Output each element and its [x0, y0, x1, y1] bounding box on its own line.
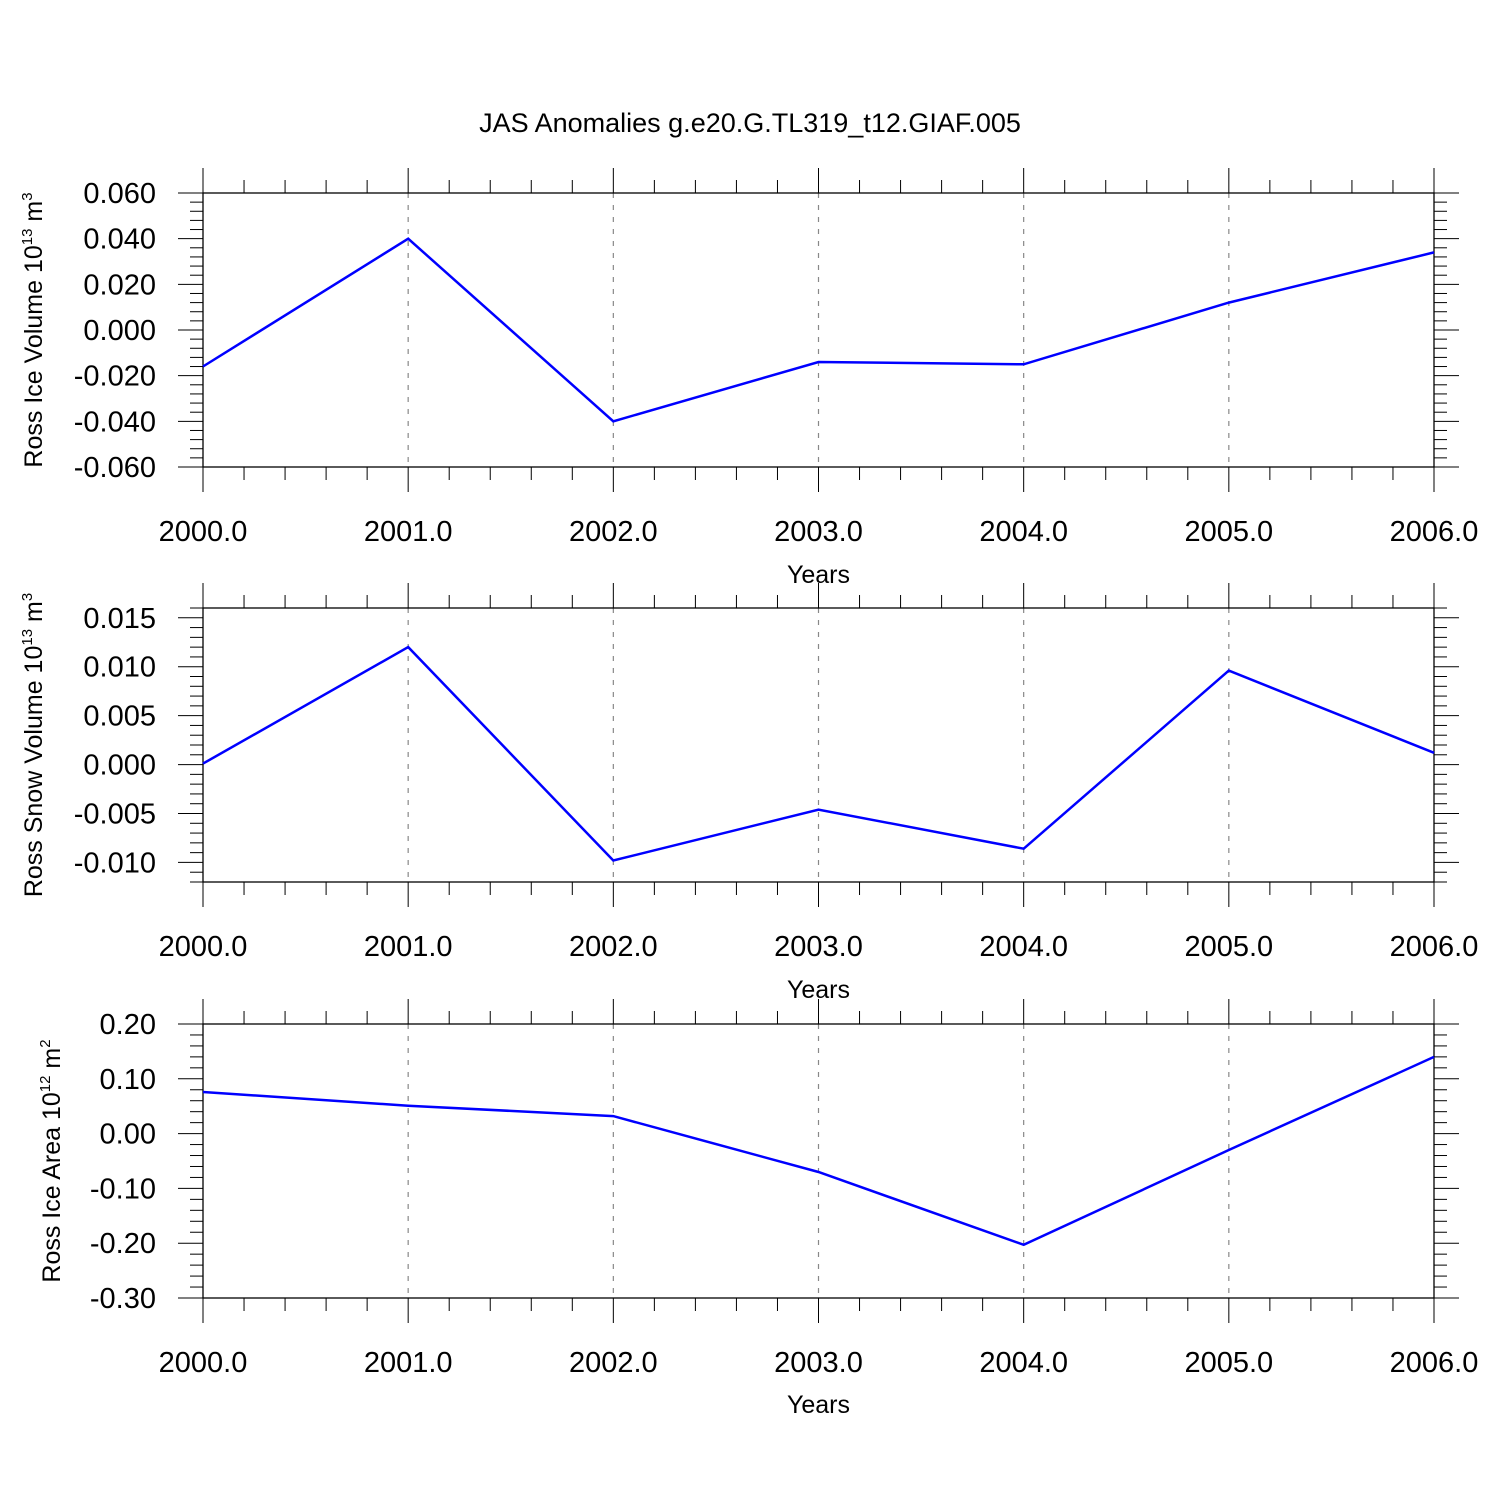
panel-2-y-tick-label: 0.005	[83, 701, 156, 733]
panel-2-y-tick-label: 0.015	[83, 603, 156, 635]
panel-1-x-tick-label: 2006.0	[1390, 516, 1479, 548]
panel-3-x-tick-label: 2002.0	[569, 1347, 658, 1379]
panel-3-x-tick-label: 2001.0	[364, 1347, 453, 1379]
y-axis-label-part: Ross Snow Volume 10	[20, 646, 48, 898]
panel-3-y-tick-label: 0.20	[100, 1009, 156, 1041]
panel-2: 0.015 0.010 0.005 0.000 -0.005 -0.010 2000.0 20…	[19, 583, 1478, 1004]
panel-2-y-tick-label: -0.010	[74, 847, 156, 879]
y-axis-label-part: m	[38, 1048, 66, 1076]
panel-1-y-tick-label: 0.060	[83, 178, 156, 210]
panel-3-x-tick-label: 2003.0	[774, 1347, 863, 1379]
panel-1: 0.0600.0400.0200.000-0.020-0.040-0.06020…	[19, 168, 1478, 589]
chart-title: JAS Anomalies g.e20.G.TL319_t12.GIAF.005	[479, 108, 1021, 138]
y-axis-label-superscript: 2	[37, 1039, 54, 1047]
panel-1-y-tick-label: -0.040	[74, 406, 156, 438]
panel-3-x-tick-label: 2006.0	[1390, 1347, 1479, 1379]
panel-1-x-tick-label: 2003.0	[774, 516, 863, 548]
panel-1-x-tick-label: 2000.0	[159, 516, 248, 548]
panel-2-series-line	[202, 645, 1435, 862]
panel-2-x-tick-label: 2005.0	[1184, 931, 1273, 963]
panel-2-x-tick-label: 2001.0	[364, 931, 453, 963]
panel-3-x-axis-label: Years	[787, 1391, 850, 1419]
panel-2-x-tick-label: 2000.0	[159, 931, 248, 963]
panel-2-y-axis-label: Ross Snow Volume 1013 m3	[19, 593, 48, 897]
panel-3-series-line	[202, 1055, 1435, 1247]
panel-1-x-tick-label: 2004.0	[979, 516, 1068, 548]
y-axis-label-part: m	[20, 201, 48, 229]
panel-1-y-tick-label: -0.060	[74, 452, 156, 484]
panel-1-x-tick-label: 2005.0	[1184, 516, 1273, 548]
y-axis-label-superscript: 13	[19, 229, 36, 246]
panel-3-y-tick-label: -0.30	[90, 1283, 156, 1315]
panel-3-y-tick-label: -0.10	[90, 1173, 156, 1205]
panel-2-x-tick-label: 2004.0	[979, 931, 1068, 963]
y-axis-label-part: Ross Ice Area 10	[38, 1092, 66, 1282]
y-axis-label-part: Ross Ice Volume 10	[20, 245, 48, 467]
panel-1-x-tick-label: 2001.0	[364, 516, 453, 548]
panel-3-y-tick-label: 0.10	[100, 1064, 156, 1096]
panel-1-y-axis-label: Ross Ice Volume 1013 m3	[19, 192, 48, 467]
y-axis-label-superscript: 3	[19, 593, 36, 601]
panel-1-series-line	[202, 237, 1435, 423]
panel-3-y-tick-label: 0.00	[100, 1119, 156, 1151]
panel-2-x-tick-label: 2006.0	[1390, 931, 1479, 963]
panel-3-y-tick-label: -0.20	[90, 1228, 156, 1260]
panel-2-y-tick-label: -0.005	[74, 799, 156, 831]
panel-2-x-tick-label: 2002.0	[569, 931, 658, 963]
panel-2-y-tick-label: 0.010	[83, 652, 156, 684]
panel-1-y-tick-label: 0.020	[83, 269, 156, 301]
panel-1-y-tick-label: 0.000	[83, 315, 156, 347]
panel-2-y-tick-label: 0.000	[83, 750, 156, 782]
y-axis-label-superscript: 3	[19, 192, 36, 200]
panel-2-x-tick-label: 2003.0	[774, 931, 863, 963]
y-axis-label-part: m	[20, 601, 48, 629]
y-axis-label-superscript: 12	[37, 1076, 54, 1093]
panel-3-y-axis-label: Ross Ice Area 1012 m2	[37, 1039, 66, 1282]
panel-3-x-tick-label: 2000.0	[159, 1347, 248, 1379]
panel-3-x-tick-label: 2004.0	[979, 1347, 1068, 1379]
y-axis-label-superscript: 13	[19, 629, 36, 646]
panel-1-x-tick-label: 2002.0	[569, 516, 658, 548]
panel-1-y-tick-label: -0.020	[74, 361, 156, 393]
panel-1-y-tick-label: 0.040	[83, 224, 156, 256]
panel-3-x-tick-label: 2005.0	[1184, 1347, 1273, 1379]
